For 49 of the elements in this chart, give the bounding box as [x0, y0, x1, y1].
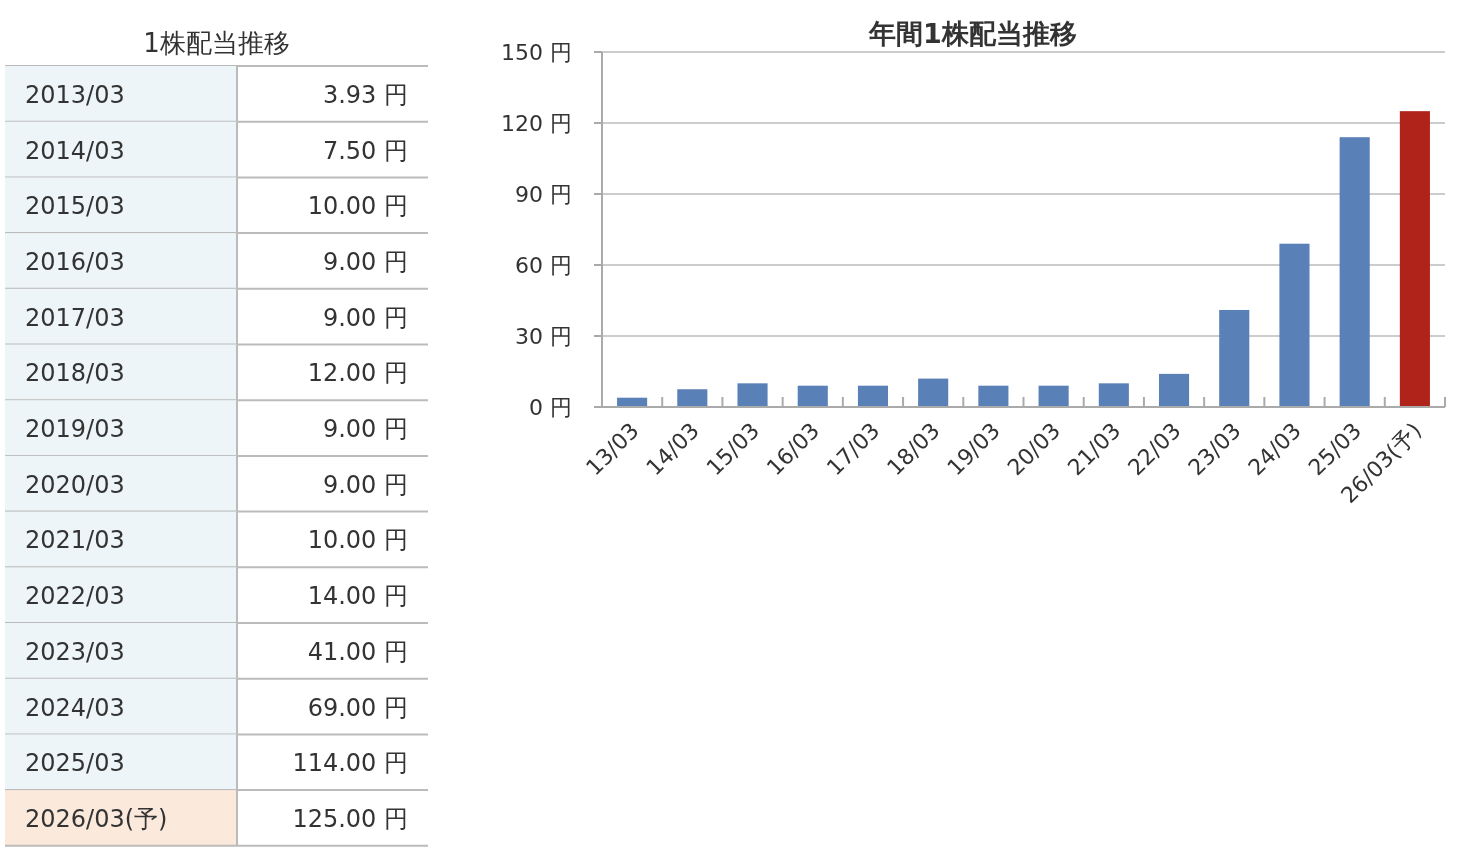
chart-title: 年間1株配当推移: [868, 18, 1077, 49]
category-label: 2022/03: [25, 582, 125, 611]
text: 9.00 円: [322, 415, 408, 444]
bar: [1339, 137, 1370, 407]
category-label: 2017/03: [25, 303, 125, 332]
bar: [978, 385, 1009, 407]
category-label: 2024/03: [25, 693, 125, 722]
bar: [677, 389, 708, 407]
text: 9.00 円: [322, 247, 408, 276]
bar: [1158, 373, 1190, 407]
text: 9.00 円: [322, 303, 408, 332]
text: 10.00 円: [307, 526, 408, 555]
bar: [797, 385, 828, 407]
text: 69.00 円: [307, 693, 408, 722]
text: 114.00 円: [292, 749, 408, 778]
category-label: 2026/03(予): [25, 804, 168, 833]
text: 10.00 円: [307, 192, 408, 221]
bar: [1279, 243, 1310, 407]
y-tick-label: 60 円: [515, 253, 572, 278]
category-label: 2013/03: [25, 80, 125, 109]
text: 7.50 円: [322, 136, 408, 165]
y-tick-label: 30 円: [515, 324, 572, 349]
y-tick-label: 120 円: [501, 111, 572, 136]
text: 1株配当推移: [143, 28, 290, 58]
text: 125.00 円: [292, 804, 408, 833]
category-label: 2025/03: [25, 749, 125, 778]
category-label: 2014/03: [25, 136, 125, 165]
category-label: 2016/03: [25, 247, 125, 276]
bar: [857, 385, 889, 407]
bar: [1098, 383, 1129, 407]
bar: [918, 378, 949, 407]
bar: [1219, 309, 1250, 407]
category-label: 2020/03: [25, 470, 125, 499]
y-tick-label: 150 円: [501, 40, 572, 65]
text: 14.00 円: [307, 582, 408, 611]
y-tick-label: 90 円: [515, 182, 572, 207]
text: 9.00 円: [322, 470, 408, 499]
category-label: 2021/03: [25, 526, 125, 555]
text: 12.00 円: [307, 359, 408, 388]
category-label: 2023/03: [25, 637, 125, 666]
category-label: 2015/03: [25, 192, 125, 221]
text: 3.93 円: [322, 80, 408, 109]
bar: [737, 383, 768, 407]
category-label: 2019/03: [25, 415, 125, 444]
text: 41.00 円: [307, 637, 408, 666]
bar: [1399, 111, 1430, 407]
category-label: 2018/03: [25, 359, 125, 388]
y-tick-label: 0 円: [529, 395, 572, 420]
bar: [1038, 385, 1069, 407]
